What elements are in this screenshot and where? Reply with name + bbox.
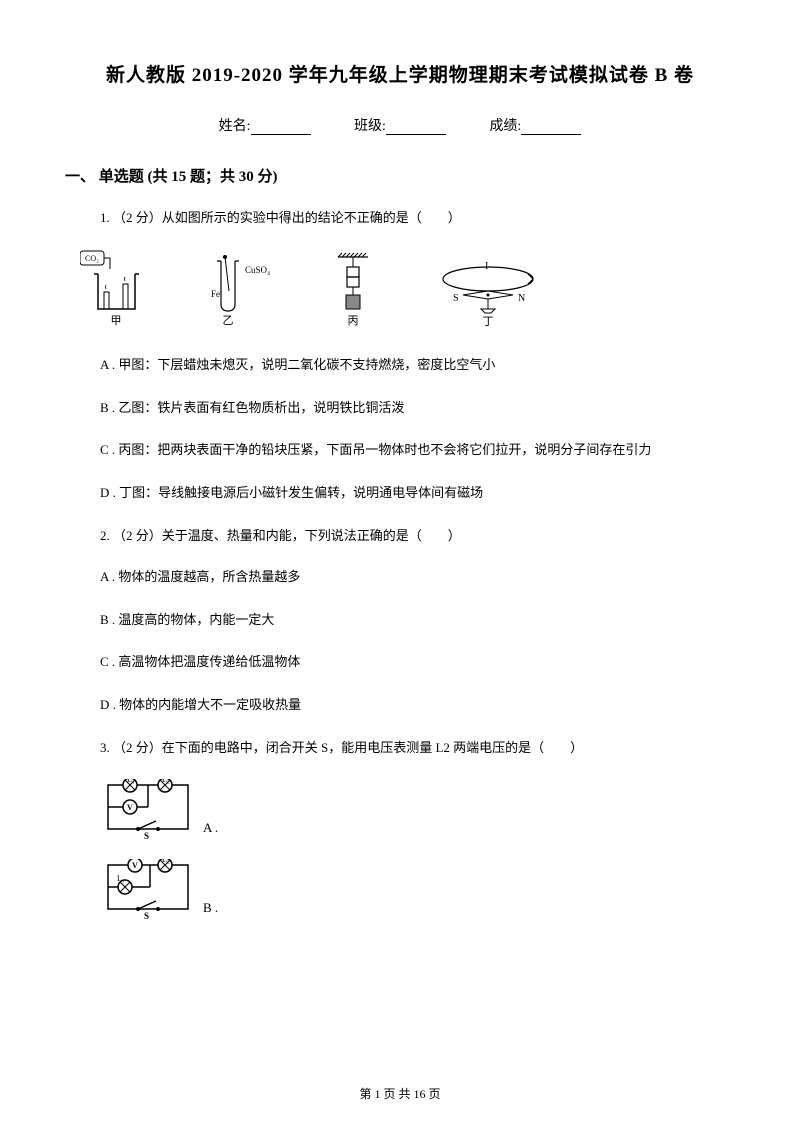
svg-text:N: N — [518, 293, 525, 304]
q1-option-c: C . 丙图：把两块表面干净的铅块压紧，下面吊一物体时也不会将它们拉开，说明分子… — [100, 440, 735, 461]
q2-option-c: C . 高温物体把温度传递给低温物体 — [100, 652, 735, 673]
svg-text:S: S — [144, 911, 149, 921]
q1-option-d: D . 丁图：导线触接电源后小磁针发生偏转，说明通电导体间有磁场 — [100, 483, 735, 504]
q2-option-b: B . 温度高的物体，内能一定大 — [100, 610, 735, 631]
circuit-diagram-a: L₁ L₂ V S — [100, 779, 195, 841]
score-blank — [521, 121, 581, 135]
svg-text:L₂: L₂ — [162, 779, 170, 784]
score-label: 成绩: — [489, 119, 521, 134]
page-title: 新人教版 2019-2020 学年九年级上学期物理期末考试模拟试卷 B 卷 — [65, 60, 735, 87]
class-blank — [386, 121, 446, 135]
q1-option-b: B . 乙图：铁片表面有红色物质析出，说明铁比铜活泼 — [100, 398, 735, 419]
question-1-text: 1. （2 分）从如图所示的实验中得出的结论不正确的是（ ） — [100, 208, 735, 229]
svg-text:Fe: Fe — [211, 289, 220, 299]
name-label: 姓名: — [219, 119, 251, 134]
q3-option-b: V L₂ L₁ S B . — [100, 859, 735, 921]
svg-text:CO₂: CO₂ — [85, 254, 99, 263]
svg-text:L₁: L₁ — [117, 874, 125, 883]
name-field: 姓名: — [219, 115, 311, 135]
score-field: 成绩: — [489, 115, 581, 135]
question-2: 2. （2 分）关于温度、热量和内能，下列说法正确的是（ ） — [100, 526, 735, 547]
svg-text:S: S — [453, 293, 459, 304]
svg-text:V: V — [127, 803, 133, 812]
question-1-diagrams: CO₂ 甲 CuSO₄ Fe 乙 — [80, 249, 735, 327]
question-3-text: 3. （2 分）在下面的电路中，闭合开关 S，能用电压表测量 L2 两端电压的是… — [100, 738, 735, 759]
svg-text:L₁: L₁ — [127, 779, 135, 784]
student-info-line: 姓名: 班级: 成绩: — [65, 115, 735, 135]
diagram-jia: CO₂ 甲 — [80, 249, 148, 327]
svg-text:丙: 丙 — [348, 315, 359, 327]
section-1-header: 一、 单选题 (共 15 题；共 30 分) — [65, 165, 735, 186]
q2-option-d: D . 物体的内能增大不一定吸收热量 — [100, 695, 735, 716]
svg-text:CuSO₄: CuSO₄ — [245, 265, 270, 275]
class-field: 班级: — [354, 115, 446, 135]
svg-text:V: V — [132, 861, 138, 870]
name-blank — [251, 121, 311, 135]
q1-option-a: A . 甲图：下层蜡烛未熄灭，说明二氧化碳不支持燃烧，密度比空气小 — [100, 355, 735, 376]
diagram-ding: I S N 丁 — [433, 249, 543, 327]
q2-option-a: A . 物体的温度越高，所含热量越多 — [100, 567, 735, 588]
svg-text:乙: 乙 — [223, 314, 234, 327]
question-1: 1. （2 分）从如图所示的实验中得出的结论不正确的是（ ） — [100, 208, 735, 229]
q3-option-a: L₁ L₂ V S A . — [100, 779, 735, 841]
svg-text:甲: 甲 — [111, 315, 122, 327]
diagram-bing: 丙 — [328, 249, 378, 327]
svg-text:L₂: L₂ — [162, 859, 170, 864]
circuit-diagram-b: V L₂ L₁ S — [100, 859, 195, 921]
page-footer: 第 1 页 共 16 页 — [0, 1085, 800, 1102]
class-label: 班级: — [354, 119, 386, 134]
svg-text:I: I — [485, 261, 488, 272]
diagram-yi: CuSO₄ Fe 乙 — [203, 249, 273, 327]
svg-text:S: S — [144, 831, 149, 841]
q3-option-b-label: B . — [203, 900, 218, 916]
question-3: 3. （2 分）在下面的电路中，闭合开关 S，能用电压表测量 L2 两端电压的是… — [100, 738, 735, 759]
q3-option-a-label: A . — [203, 820, 218, 836]
question-2-text: 2. （2 分）关于温度、热量和内能，下列说法正确的是（ ） — [100, 526, 735, 547]
svg-text:丁: 丁 — [483, 316, 494, 327]
